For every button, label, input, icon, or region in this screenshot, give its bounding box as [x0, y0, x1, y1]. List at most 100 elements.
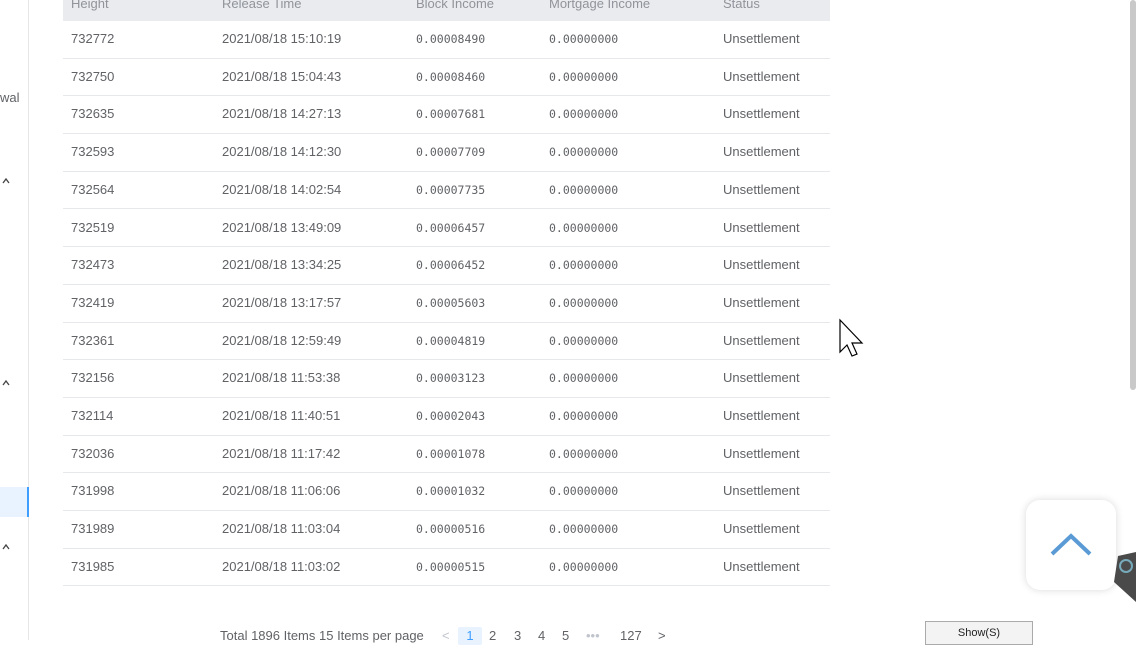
- table-cell: 0.00001032: [416, 484, 486, 499]
- table-cell: Unsettlement: [723, 408, 800, 423]
- page-number[interactable]: 3: [514, 628, 522, 643]
- table-cell: 732593: [71, 144, 115, 160]
- table-cell: 731989: [71, 521, 115, 537]
- sidebar-carets: [2, 177, 10, 550]
- table-cell: 732419: [71, 294, 115, 310]
- page-number[interactable]: 4: [538, 628, 546, 643]
- table-cell: 0.00002043: [416, 409, 486, 423]
- header-cell: Mortgage Income: [549, 0, 651, 11]
- pagination-summary: Total 1896 Items 15 Items per page: [220, 628, 424, 643]
- table-cell: 732750: [71, 68, 115, 84]
- table-cell: Unsettlement: [723, 144, 800, 160]
- table-cell: 2021/08/18 13:34:25: [222, 257, 342, 273]
- back-to-top[interactable]: [1026, 500, 1116, 590]
- table-cell: 0.00000000: [549, 333, 619, 348]
- table-cell: 0.00007681: [416, 107, 486, 122]
- table-cell: 732772: [71, 31, 115, 46]
- table-row: [63, 511, 830, 549]
- table-cell: 2021/08/18 15:10:19: [222, 31, 342, 46]
- table-cell: 2021/08/18 14:02:54: [222, 181, 342, 197]
- table-cell: 2021/08/18 11:06:06: [222, 483, 341, 499]
- table-cell: 0.00000000: [549, 371, 619, 386]
- table-cell: 2021/08/18 11:40:51: [222, 408, 341, 423]
- header-cell: Release Time: [222, 0, 302, 11]
- table-cell: 0.00004819: [416, 333, 486, 348]
- table-cell: 732635: [71, 106, 115, 122]
- table-cell: 0.00000000: [549, 446, 619, 461]
- table-cell: 0.00000000: [549, 559, 619, 574]
- table-cell: Unsettlement: [723, 332, 800, 348]
- table-cell: 0.00005603: [416, 295, 486, 310]
- table-cell: 732361: [71, 332, 115, 348]
- table-cell: 731985: [71, 558, 115, 574]
- table-cell: 732564: [71, 181, 115, 197]
- table-cell: 0.00001078: [416, 446, 486, 461]
- table-cell: 0.00008490: [416, 32, 486, 46]
- table-cell: 0.00007735: [416, 182, 486, 197]
- sidebar-active: [0, 487, 27, 517]
- table-cell: 2021/08/18 13:49:09: [222, 219, 342, 235]
- table-cell: 0.00000000: [549, 220, 619, 235]
- table-cell: 2021/08/18 12:59:49: [222, 332, 342, 348]
- table-cell: Unsettlement: [723, 106, 800, 122]
- table-cell: 0.00008460: [416, 69, 486, 84]
- table-row: [63, 285, 830, 323]
- sidebar-border: [28, 0, 29, 640]
- table-cell: 0.00000000: [549, 145, 619, 160]
- table-cell: 0.00000000: [549, 484, 619, 499]
- scrollbar: [1130, 0, 1136, 390]
- side-widget: [1114, 552, 1136, 602]
- table-cell: 2021/08/18 11:53:38: [222, 370, 341, 386]
- table-cell: Unsettlement: [723, 68, 800, 84]
- page-number[interactable]: 127: [620, 628, 642, 643]
- page-number[interactable]: •••: [586, 628, 600, 643]
- table-cell: 0.00000000: [549, 107, 619, 122]
- page-number[interactable]: 1: [458, 627, 482, 645]
- table-cell: 2021/08/18 11:03:04: [222, 521, 341, 537]
- table-cell: 0.00000000: [549, 522, 619, 537]
- table-row: [63, 549, 830, 587]
- table-row: [63, 473, 830, 512]
- table-cell: 732519: [71, 219, 115, 235]
- table-cell: 732156: [71, 370, 115, 386]
- table-cell: 2021/08/18 11:17:42: [222, 445, 341, 461]
- table-row: [63, 436, 830, 474]
- table-cell: Unsettlement: [723, 370, 800, 386]
- sidebar-item[interactable]: wal: [0, 90, 20, 105]
- table-row: [63, 134, 830, 172]
- table-cell: 0.00006452: [416, 258, 486, 273]
- table-cell: Unsettlement: [723, 31, 800, 46]
- table-cell: Unsettlement: [723, 558, 800, 574]
- table-cell: 2021/08/18 14:27:13: [222, 106, 342, 122]
- table-cell: 731998: [71, 483, 115, 499]
- table-cell: 0.00000000: [549, 258, 619, 273]
- table-cell: 0.00000515: [416, 559, 486, 574]
- table-cell: Unsettlement: [723, 181, 800, 197]
- table-cell: 0.00006457: [416, 220, 486, 235]
- pagination-prev[interactable]: <: [442, 628, 450, 643]
- table-cell: Unsettlement: [723, 257, 800, 273]
- table-cell: 0.00000000: [549, 32, 619, 46]
- table-cell: 0.00000000: [549, 409, 619, 423]
- page-number[interactable]: 2: [489, 628, 497, 643]
- show-button[interactable]: Show(S): [925, 621, 1033, 645]
- table-row: [63, 247, 830, 285]
- table-cell: 0.00000000: [549, 295, 619, 310]
- table-cell: 2021/08/18 13:17:57: [222, 294, 342, 310]
- sidebar-active-bar: [27, 487, 29, 517]
- table-cell: 732114: [71, 408, 114, 423]
- table-row: [63, 360, 830, 398]
- page-number[interactable]: 5: [562, 628, 570, 643]
- table-header: [63, 0, 830, 21]
- table-cell: Unsettlement: [723, 445, 800, 461]
- pagination-next[interactable]: >: [658, 628, 666, 643]
- mouse-cursor: [839, 318, 864, 357]
- table-cell: 2021/08/18 15:04:43: [222, 68, 342, 84]
- table-row: [63, 59, 830, 97]
- table-cell: 0.00007709: [416, 145, 486, 160]
- table-cell: Unsettlement: [723, 483, 800, 499]
- header-cell: Block Income: [416, 0, 495, 11]
- table-cell: Unsettlement: [723, 521, 800, 537]
- table-cell: 2021/08/18 11:03:02: [222, 558, 341, 574]
